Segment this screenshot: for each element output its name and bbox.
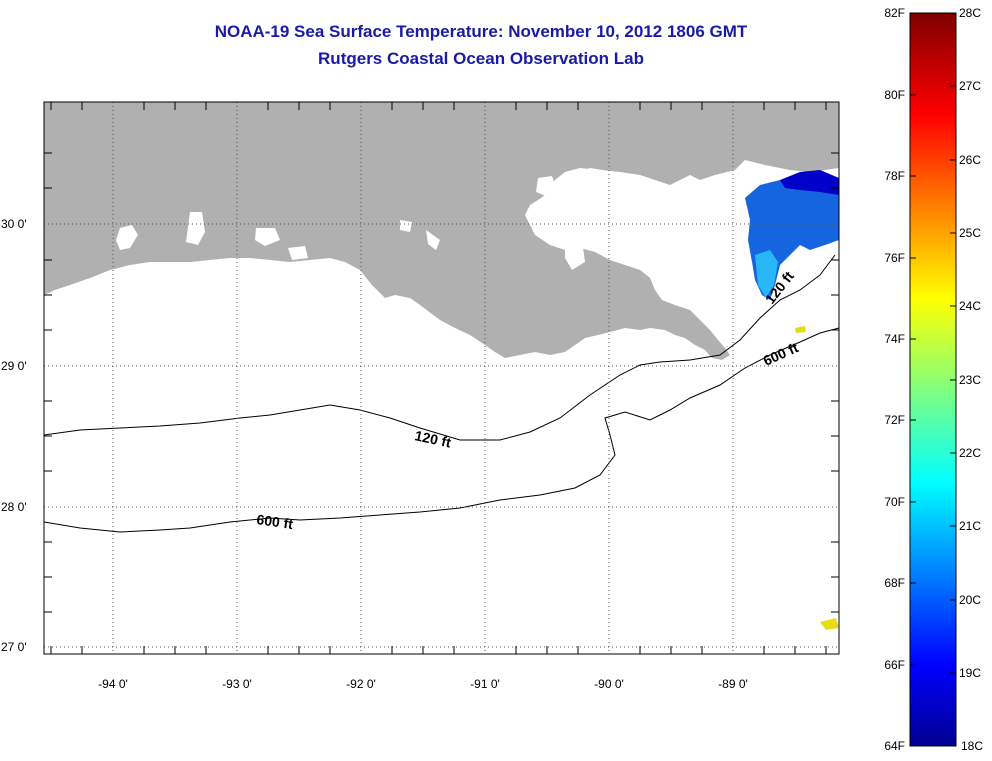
sst-warm-spot bbox=[820, 618, 839, 630]
contour-120ft bbox=[44, 254, 836, 441]
lon-label: -89 0' bbox=[718, 677, 748, 691]
colorbar-f-label: 78F bbox=[884, 169, 905, 183]
lake bbox=[186, 212, 205, 245]
colorbar-f-label: 64F bbox=[884, 739, 905, 753]
colorbar-c-label: 21C bbox=[959, 519, 981, 533]
lake bbox=[628, 200, 668, 228]
colorbar-c-label: 28C bbox=[959, 6, 981, 20]
lon-label: -90 0' bbox=[594, 677, 624, 691]
colorbar-c-label: 23C bbox=[959, 373, 981, 387]
lake bbox=[288, 246, 308, 260]
colorbar-c-label: 20C bbox=[959, 593, 981, 607]
frame-ticks bbox=[44, 102, 839, 654]
lat-label: 29 0' bbox=[1, 359, 27, 373]
lon-label: -91 0' bbox=[470, 677, 500, 691]
lake bbox=[555, 168, 625, 215]
lake bbox=[116, 225, 138, 250]
colorbar-c-label: 27C bbox=[959, 79, 981, 93]
colorbar-c-label: 18C bbox=[961, 739, 983, 753]
map-subtitle: Rutgers Coastal Ocean Observation Lab bbox=[318, 49, 644, 68]
lon-label: -93 0' bbox=[222, 677, 252, 691]
colorbar-f-label: 70F bbox=[884, 495, 905, 509]
colorbar-f-label: 80F bbox=[884, 88, 905, 102]
map-title: NOAA-19 Sea Surface Temperature: Novembe… bbox=[214, 22, 748, 41]
sst-warm-edge bbox=[755, 250, 778, 298]
land-mass bbox=[44, 102, 839, 360]
colorbar-ticks bbox=[910, 85, 956, 674]
lake bbox=[400, 220, 412, 232]
colorbar-f-label: 72F bbox=[884, 413, 905, 427]
colorbar-c-label: 26C bbox=[959, 153, 981, 167]
lake bbox=[426, 230, 440, 250]
lat-label: 30 0' bbox=[1, 217, 27, 231]
colorbar-c-label: 25C bbox=[959, 226, 981, 240]
lake bbox=[536, 176, 556, 196]
contour-label-120ft-west: 120 ft bbox=[413, 427, 452, 450]
colorbar-f-label: 82F bbox=[884, 6, 905, 20]
lon-label: -94 0' bbox=[98, 677, 128, 691]
lake bbox=[565, 240, 585, 270]
graticule bbox=[44, 102, 839, 654]
colorbar-f-label: 68F bbox=[884, 576, 905, 590]
lake bbox=[255, 228, 280, 246]
lon-label: -92 0' bbox=[346, 677, 376, 691]
sst-warm-spot bbox=[795, 326, 806, 333]
colorbar-f-label: 66F bbox=[884, 658, 905, 672]
colorbar-c-label: 19C bbox=[959, 666, 981, 680]
colorbar-f-label: 76F bbox=[884, 251, 905, 265]
contour-600ft bbox=[44, 327, 839, 533]
colorbar bbox=[909, 12, 957, 747]
lat-label: 27 0' bbox=[1, 640, 27, 654]
lat-label: 28 0' bbox=[1, 500, 27, 514]
contour-label-600ft-west: 600 ft bbox=[256, 511, 295, 532]
lake bbox=[672, 200, 715, 270]
sst-cold-core bbox=[780, 170, 839, 195]
colorbar-c-label: 24C bbox=[959, 299, 981, 313]
colorbar-f-label: 74F bbox=[884, 332, 905, 346]
colorbar-c-label: 22C bbox=[959, 446, 981, 460]
map-frame bbox=[43, 101, 840, 655]
